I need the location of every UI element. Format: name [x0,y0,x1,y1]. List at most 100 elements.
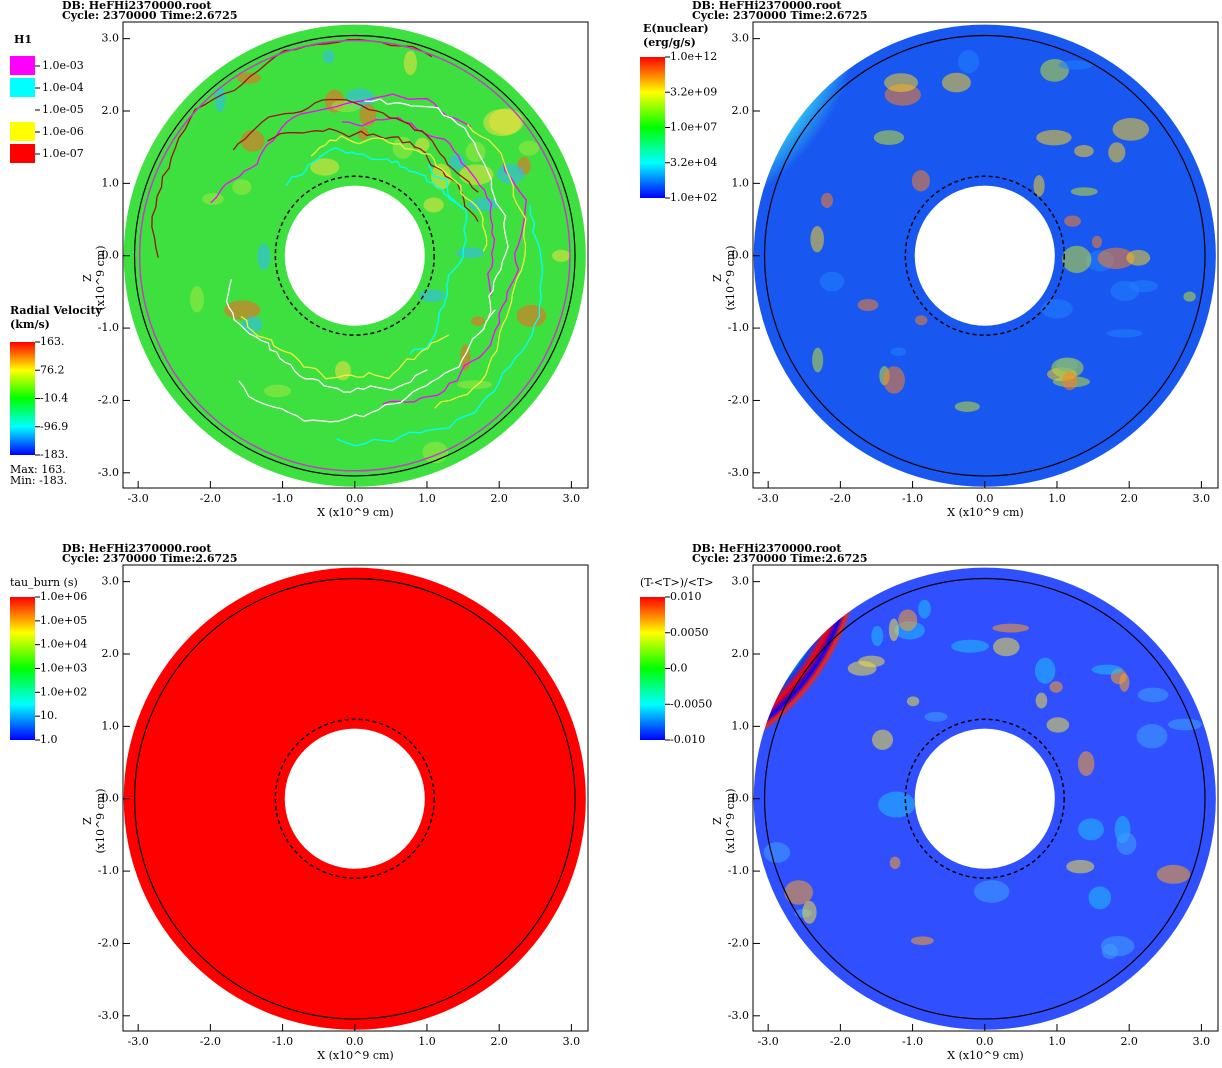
colorbar-title: (erg/g/s) [643,36,696,49]
colorbar-label: 0.0 [670,662,688,675]
db-label: DB: HeFHi2370000.root [62,0,212,12]
blob [1119,673,1130,692]
colorbar [10,342,35,455]
contour [382,161,527,405]
colorbar [640,597,665,740]
blob [1041,299,1073,319]
field [753,567,1216,1030]
blob [1077,751,1095,776]
colorbar-title: (km/s) [10,318,50,331]
y-tick-label: 3.0 [732,32,750,45]
y-axis-label: Z [81,274,94,282]
blob [1108,142,1126,163]
legend-label: 1.0e-07 [42,147,84,160]
blob [951,639,989,653]
blob [763,842,791,863]
y-tick-label: 0.0 [732,249,750,262]
blob [1091,235,1103,249]
blob [214,86,226,113]
x-tick-label: -3.0 [758,1035,779,1048]
x-tick-label: 0.0 [346,492,364,505]
blob [448,154,466,171]
x-tick-label: -1.0 [902,492,923,505]
x-tick-label: 1.0 [1048,1035,1066,1048]
x-tick-label: -3.0 [128,492,149,505]
blob [552,249,571,262]
blob [1126,249,1151,266]
colorbar-label: 0.0050 [670,626,709,639]
blob [957,50,980,74]
blob [890,347,907,357]
colorbar-title: (T-<T>)/<T> [640,576,713,589]
colorbar-title: E(nuclear) [643,22,709,35]
colorbar-label: 3.2e+09 [670,85,717,98]
blob [423,197,444,213]
boundary [763,34,1206,477]
max-label: Max: 163. [10,463,66,476]
x-tick-label: 2.0 [490,492,508,505]
blob [483,109,522,137]
legend-swatch [10,56,35,75]
y-axis-label: (x10^9 cm) [724,245,737,310]
plot-frame [752,564,1219,1032]
x-tick-label: -2.0 [830,492,851,505]
colorbar-label: -10.4 [40,392,68,405]
y-tick-label: -1.0 [728,321,749,334]
inner-boundary [904,175,1065,336]
contour [364,98,509,320]
x-tick-label: 3.0 [1193,1035,1211,1048]
blob [1097,247,1135,269]
blob [992,637,1020,657]
contour [341,116,496,296]
x-axis-label: X (x10^9 cm) [317,1049,393,1062]
db-label: DB: HeFHi2370000.root [692,542,842,555]
blob [1136,724,1168,749]
legend-title: H1 [14,33,32,46]
blob [459,164,494,186]
plot-frame [752,21,1219,489]
blob [496,164,525,184]
x-axis-label: X (x10^9 cm) [947,1049,1023,1062]
x-tick-label: -2.0 [200,1035,221,1048]
blob [1034,657,1056,684]
colorbar-label: 10. [40,709,58,722]
colorbar-label: 0.010 [670,590,702,603]
y-tick-label: 1.0 [732,176,750,189]
colorbar-title: tau_burn (s) [10,576,78,589]
blob [872,729,894,750]
y-axis-label: (x10^9 cm) [94,788,107,853]
blob [873,130,905,145]
contour [210,93,472,204]
legend-swatch [10,78,35,97]
boundary [133,34,576,477]
y-tick-label: -3.0 [98,466,119,479]
blob [918,599,931,619]
plot-frame [122,564,589,1032]
field-blobs [763,599,1202,959]
x-tick-label: 0.0 [976,492,994,505]
x-axis-label: X (x10^9 cm) [317,506,393,519]
colorbar-title: Radial Velocity [10,304,103,317]
blob [1066,859,1095,874]
blob [906,696,920,707]
y-tick-label: -2.0 [728,936,749,949]
blob [1035,692,1048,709]
cycle-label: Cycle: 2370000 Time:2.6725 [62,552,237,565]
db-label: DB: HeFHi2370000.root [62,542,212,555]
boundary [763,577,1206,1020]
field-blobs [810,50,1196,412]
x-tick-label: -2.0 [830,1035,851,1048]
x-tick-label: 0.0 [346,1035,364,1048]
contour [409,163,468,355]
x-tick-label: -3.0 [758,492,779,505]
colorbar-label: 1.0e+12 [670,50,717,63]
blob [784,880,813,905]
blob [1106,329,1143,338]
legend-label: 1.0e-05 [42,103,84,116]
blob [1167,718,1202,731]
colorbar-label: 163. [40,335,65,348]
colorbar-label: 76.2 [40,363,65,376]
x-tick-label: -1.0 [272,1035,293,1048]
y-tick-label: 0.0 [102,792,120,805]
